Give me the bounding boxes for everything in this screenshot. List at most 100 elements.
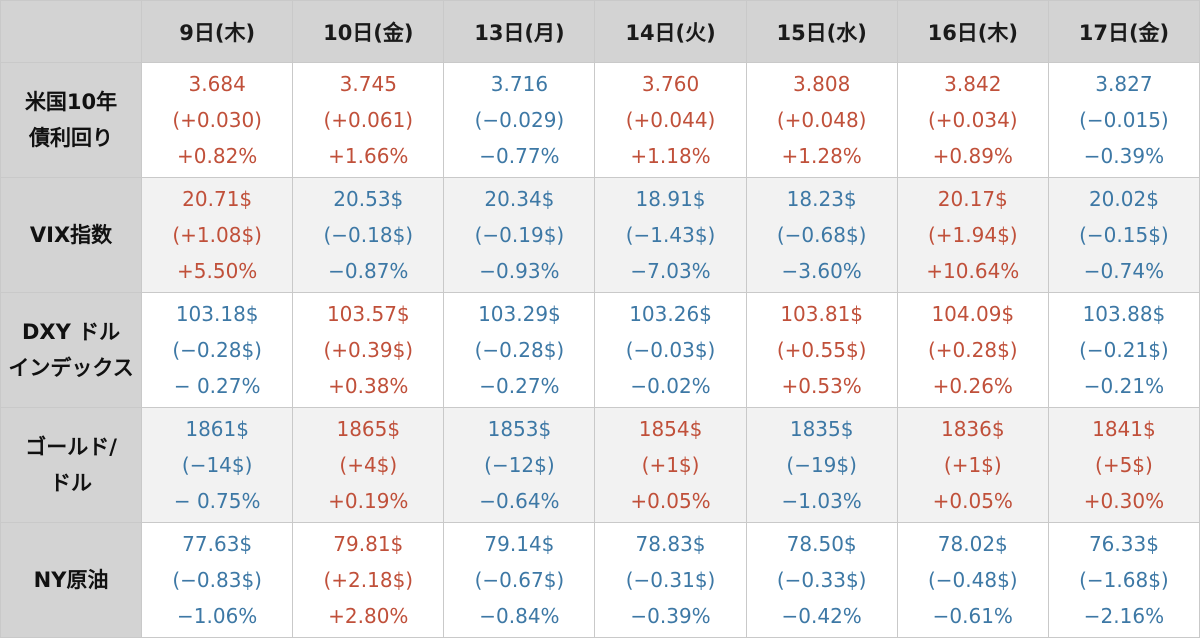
cell-percent: +0.82% xyxy=(177,144,258,168)
row-label: VIX指数 xyxy=(0,177,143,293)
cell-change: (+0.061) xyxy=(323,108,414,132)
cell-change: (+1.94$) xyxy=(927,223,1018,247)
cell-percent: +0.38% xyxy=(328,374,409,398)
cell-value: 1854$ xyxy=(638,417,703,441)
data-cell: 3.808 (+0.048) +1.28% xyxy=(745,62,898,178)
cell-percent: −0.64% xyxy=(479,489,560,513)
cell-change: (−0.029) xyxy=(474,108,565,132)
cell-change: (−0.015) xyxy=(1079,108,1169,132)
row-label-line: DXY ドル xyxy=(21,320,121,344)
cell-change: (−0.33$) xyxy=(776,568,867,592)
cell-change: (+2.18$) xyxy=(323,568,414,592)
data-cell: 79.14$ (−0.67$) −0.84% xyxy=(443,522,596,638)
cell-percent: +2.80% xyxy=(328,604,409,628)
data-cell: 78.83$ (−0.31$) −0.39% xyxy=(594,522,747,638)
day-header: 13日(月) xyxy=(443,0,596,63)
cell-value: 3.827 xyxy=(1095,72,1153,96)
cell-percent: −3.60% xyxy=(781,259,862,283)
cell-percent: +1.66% xyxy=(328,144,409,168)
row-label-line: インデックス xyxy=(8,356,134,380)
cell-change: (+0.030) xyxy=(172,108,262,132)
cell-change: (+0.034) xyxy=(927,108,1018,132)
row-label-line: ゴールド/ xyxy=(25,435,117,459)
data-cell: 3.842 (+0.034) +0.89% xyxy=(896,62,1049,178)
data-cell: 1835$ (−19$) −1.03% xyxy=(745,407,898,523)
row-label: ゴールド/ドル xyxy=(0,407,143,523)
cell-value: 20.53$ xyxy=(333,187,404,211)
data-cell: 1841$ (+5$) +0.30% xyxy=(1047,407,1200,523)
cell-percent: −1.06% xyxy=(177,604,258,628)
data-cell: 78.50$ (−0.33$) −0.42% xyxy=(745,522,898,638)
day-header: 16日(木) xyxy=(896,0,1049,63)
data-cell: 77.63$ (−0.83$) −1.06% xyxy=(141,522,294,638)
data-cell: 3.716 (−0.029) −0.77% xyxy=(443,62,596,178)
cell-percent: +1.18% xyxy=(630,144,711,168)
cell-percent: −0.61% xyxy=(932,604,1013,628)
cell-percent: −0.93% xyxy=(479,259,560,283)
cell-change: (−0.83$) xyxy=(172,568,262,592)
cell-value: 78.50$ xyxy=(786,532,857,556)
cell-change: (−1.43$) xyxy=(625,223,716,247)
cell-change: (+1$) xyxy=(641,453,700,477)
cell-value: 20.02$ xyxy=(1088,187,1159,211)
cell-change: (−1.68$) xyxy=(1079,568,1169,592)
data-cell: 103.26$ (−0.03$) −0.02% xyxy=(594,292,747,408)
cell-percent: −2.16% xyxy=(1083,604,1165,628)
cell-change: (−0.28$) xyxy=(172,338,262,362)
cell-percent: −0.87% xyxy=(328,259,409,283)
cell-percent: −0.02% xyxy=(630,374,711,398)
day-header: 10日(金) xyxy=(292,0,445,63)
cell-percent: − 0.27% xyxy=(173,374,261,398)
cell-value: 3.684 xyxy=(188,72,246,96)
cell-value: 3.745 xyxy=(339,72,397,96)
cell-change: (−0.19$) xyxy=(474,223,565,247)
cell-value: 104.09$ xyxy=(931,302,1015,326)
data-cell: 1861$ (−14$) − 0.75% xyxy=(141,407,294,523)
data-cell: 1836$ (+1$) +0.05% xyxy=(896,407,1049,523)
cell-change: (−14$) xyxy=(181,453,253,477)
data-cell: 20.02$ (−0.15$) −0.74% xyxy=(1047,177,1200,293)
data-cell: 103.81$ (+0.55$) +0.53% xyxy=(745,292,898,408)
cell-percent: +0.89% xyxy=(932,144,1013,168)
cell-change: (−0.18$) xyxy=(323,223,414,247)
data-cell: 3.760 (+0.044) +1.18% xyxy=(594,62,747,178)
cell-percent: +10.64% xyxy=(926,259,1020,283)
cell-change: (+0.048) xyxy=(776,108,867,132)
data-cell: 18.23$ (−0.68$) −3.60% xyxy=(745,177,898,293)
cell-percent: +0.26% xyxy=(932,374,1013,398)
data-cell: 103.57$ (+0.39$) +0.38% xyxy=(292,292,445,408)
cell-change: (+0.28$) xyxy=(927,338,1018,362)
data-cell: 3.827 (−0.015) −0.39% xyxy=(1047,62,1200,178)
cell-value: 3.716 xyxy=(490,72,549,96)
cell-percent: −1.03% xyxy=(781,489,862,513)
header-row: 9日(木) 10日(金) 13日(月) 14日(火) 15日(水) 16日(木)… xyxy=(0,0,1200,63)
cell-change: (+0.39$) xyxy=(323,338,414,362)
row-label-line: 債利回り xyxy=(29,126,114,150)
data-cell: 103.18$ (−0.28$) − 0.27% xyxy=(141,292,294,408)
data-cell: 1854$ (+1$) +0.05% xyxy=(594,407,747,523)
cell-value: 20.34$ xyxy=(484,187,555,211)
cell-change: (+1.08$) xyxy=(172,223,262,247)
cell-value: 78.02$ xyxy=(937,532,1008,556)
data-cell: 78.02$ (−0.48$) −0.61% xyxy=(896,522,1049,638)
cell-change: (+0.044) xyxy=(625,108,716,132)
cell-value: 103.57$ xyxy=(326,302,410,326)
cell-change: (−19$) xyxy=(786,453,857,477)
corner-cell xyxy=(0,0,143,63)
table-row: DXY ドル インデックス 103.18$ (−0.28$) − 0.27% 103.57… xyxy=(0,292,1200,408)
cell-percent: −0.21% xyxy=(1083,374,1165,398)
cell-value: 103.26$ xyxy=(629,302,712,326)
data-cell: 18.91$ (−1.43$) −7.03% xyxy=(594,177,747,293)
cell-value: 18.23$ xyxy=(786,187,857,211)
cell-change: (−0.67$) xyxy=(474,568,565,592)
data-cell: 1853$ (−12$) −0.64% xyxy=(443,407,596,523)
table-row: 米国10年債利回り 3.684 (+0.030) +0.82% 3.745 (+0.061… xyxy=(0,62,1200,178)
day-header: 9日(木) xyxy=(141,0,294,63)
cell-value: 1835$ xyxy=(789,417,854,441)
cell-value: 3.760 xyxy=(641,72,700,96)
table-row: NY原油 77.63$ (−0.83$) −1.06% 79.81$ (+2.18$) +2… xyxy=(0,522,1200,638)
cell-change: (−0.21$) xyxy=(1079,338,1169,362)
row-label: 米国10年債利回り xyxy=(0,62,143,178)
row-label-line: 米国10年 xyxy=(24,90,118,114)
cell-change: (−12$) xyxy=(484,453,555,477)
